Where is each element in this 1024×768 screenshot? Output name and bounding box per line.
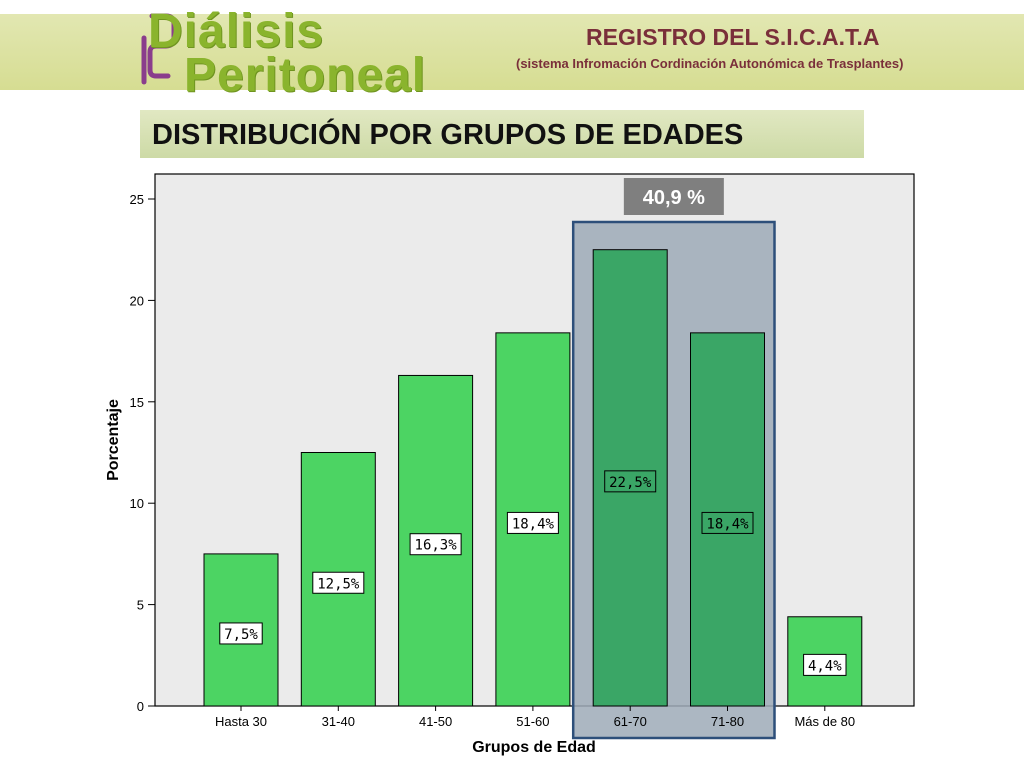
data-label-box — [219, 622, 263, 645]
data-label-box — [701, 511, 754, 534]
y-tick-label: 0 — [137, 699, 144, 714]
x-tick-label: 31-40 — [322, 714, 355, 729]
logo-mark-icon — [141, 13, 177, 85]
data-label-box — [604, 470, 657, 493]
x-axis-label: Grupos de Edad — [472, 739, 596, 756]
data-label: 7,5% — [224, 627, 258, 643]
logo: Diálisis Peritoneal — [138, 4, 438, 106]
data-label: 12,5% — [317, 576, 360, 592]
y-tick-label: 20 — [130, 293, 144, 308]
x-tick-label: 71-80 — [711, 714, 744, 729]
bar — [592, 249, 668, 707]
data-label: 16,3% — [415, 538, 458, 554]
y-tick-label: 25 — [130, 192, 144, 207]
data-label-box — [312, 571, 365, 594]
x-tick-label: Hasta 30 — [215, 714, 267, 729]
data-label-box — [506, 511, 559, 534]
bar — [690, 332, 765, 707]
logo-text-dialisis: Diálisis — [148, 5, 325, 58]
slide-title-box: DISTRIBUCIÓN POR GRUPOS DE EDADES — [140, 110, 864, 158]
registry-subtitle: (sistema Infromación Cordinación Autonóm… — [516, 56, 904, 71]
data-label: 18,4% — [706, 516, 749, 532]
data-label-box — [409, 533, 462, 556]
data-label: 4,4% — [808, 658, 842, 674]
logo-text-peritoneal: Peritoneal — [184, 49, 427, 102]
y-axis-label: Porcentaje — [105, 399, 122, 481]
x-tick-label: Más de 80 — [794, 714, 855, 729]
y-tick-label: 5 — [137, 598, 144, 613]
registry-title: REGISTRO DEL S.I.C.A.T.A — [586, 24, 880, 50]
data-label: 18,4% — [512, 516, 555, 532]
y-tick-label: 15 — [130, 395, 144, 410]
highlight-callout-box — [623, 178, 724, 215]
header-band — [0, 14, 1024, 90]
data-label: 22,5% — [609, 475, 652, 491]
highlight-callout-label: 40,9 % — [643, 187, 705, 209]
x-tick-label: 61-70 — [614, 714, 647, 729]
data-label-box — [803, 653, 847, 676]
y-tick-label: 10 — [130, 496, 144, 511]
slide-title: DISTRIBUCIÓN POR GRUPOS DE EDADES — [152, 119, 744, 151]
x-tick-label: 41-50 — [419, 714, 452, 729]
x-tick-label: 51-60 — [516, 714, 549, 729]
